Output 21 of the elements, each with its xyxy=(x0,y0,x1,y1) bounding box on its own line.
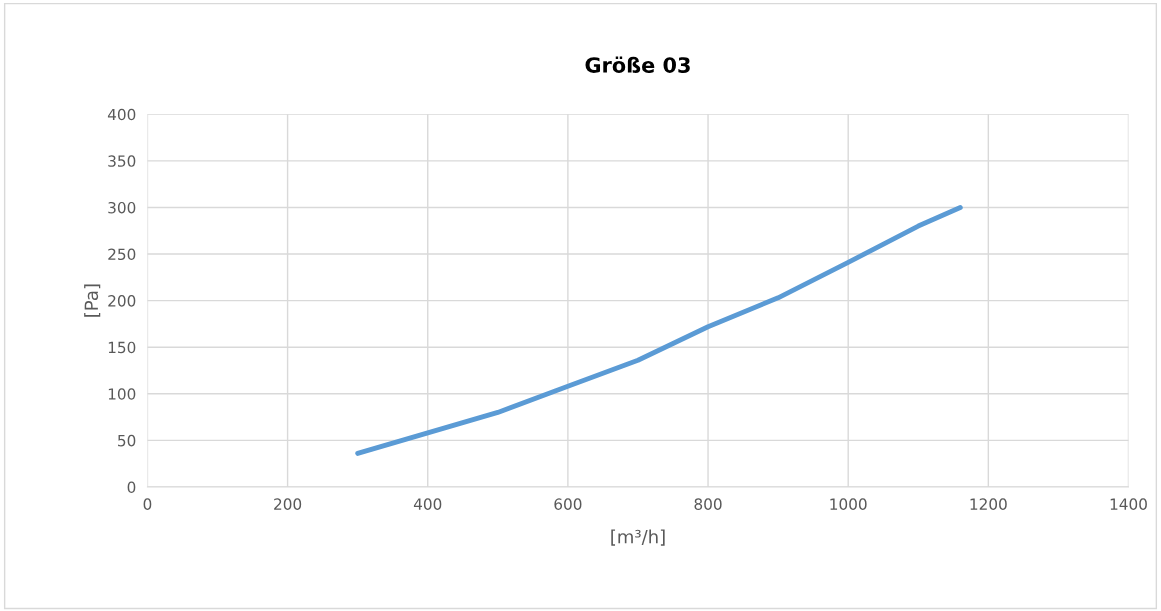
y-tick-label: 50 xyxy=(118,434,136,447)
x-tick-label: 0 xyxy=(143,498,152,510)
y-tick-label: 350 xyxy=(108,155,136,167)
y-tick-label: 200 xyxy=(108,295,136,307)
x-axis-title: [m³/h] xyxy=(611,529,665,546)
y-tick-label: 150 xyxy=(108,341,136,354)
y-tick-label: 300 xyxy=(108,201,136,214)
x-tick-label: 1200 xyxy=(970,498,1007,510)
x-tick-label: 1400 xyxy=(1110,498,1147,510)
y-tick-label: 100 xyxy=(108,388,136,400)
line-series xyxy=(355,205,963,456)
x-tick-label: 1000 xyxy=(830,498,867,510)
x-tick-label: 400 xyxy=(413,498,442,510)
chart-title: Größe 03 xyxy=(585,56,690,73)
y-tick-label: 0 xyxy=(127,481,136,493)
y-tick-label: 400 xyxy=(107,108,136,121)
x-tick-label: 200 xyxy=(274,498,302,510)
y-axis-title: [Pa] xyxy=(84,284,101,317)
y-tick-label: 250 xyxy=(108,248,136,261)
x-tick-label: 800 xyxy=(694,498,722,510)
x-tick-label: 600 xyxy=(554,498,582,510)
